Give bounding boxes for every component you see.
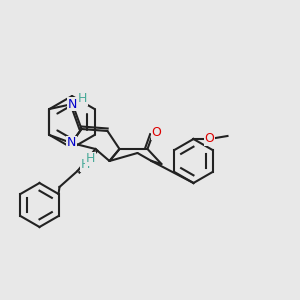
Text: O: O (205, 133, 214, 146)
Text: H: H (78, 92, 87, 106)
Text: H: H (86, 152, 95, 166)
Text: N: N (67, 136, 76, 149)
Text: N: N (68, 98, 77, 110)
Text: O: O (152, 127, 161, 140)
Text: H: H (81, 158, 90, 172)
